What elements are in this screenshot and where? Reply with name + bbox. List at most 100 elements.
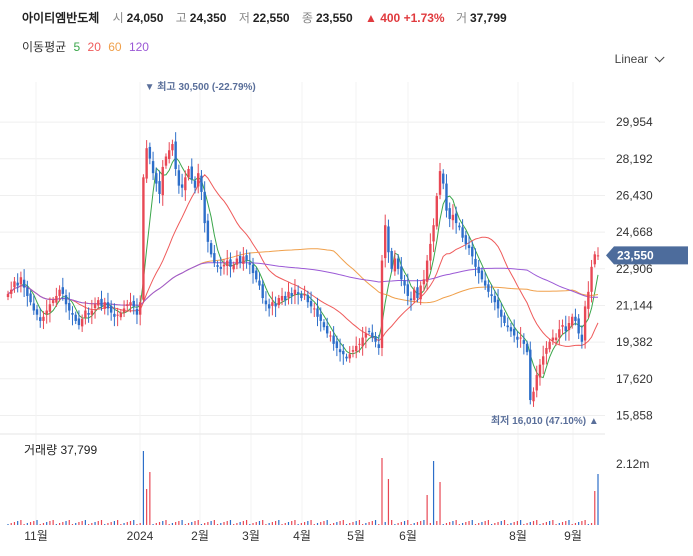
candle-body: [151, 161, 155, 174]
price-tick-label: 28,192: [616, 152, 653, 166]
volume-bar: [594, 491, 596, 525]
volume-bar: [333, 523, 335, 525]
volume-bar: [10, 523, 12, 525]
volume-bar: [432, 461, 435, 525]
vertical-grid-lines: [35, 82, 574, 525]
volume-bar: [155, 523, 157, 525]
candle-body: [577, 318, 580, 334]
volume-bar: [84, 520, 86, 525]
candle-body: [487, 284, 490, 292]
candle-body: [558, 329, 561, 338]
candle-body: [371, 332, 374, 338]
volume-bar: [200, 524, 203, 525]
candle-body: [284, 295, 287, 301]
candle-body: [58, 289, 61, 296]
candle-body: [287, 291, 290, 298]
volume-bar: [365, 523, 367, 525]
candle-body: [55, 295, 58, 303]
candle-body: [290, 293, 293, 296]
volume-bar: [187, 523, 190, 525]
volume-bar: [94, 522, 96, 525]
volume-bar: [17, 521, 19, 525]
candle-body: [32, 303, 35, 311]
candle-body: [500, 309, 503, 317]
candle-body: [313, 308, 316, 310]
candle-body: [258, 280, 261, 286]
candle-body: [409, 298, 413, 301]
volume-bar: [88, 524, 90, 525]
volume-bar: [574, 523, 577, 525]
volume-bar: [342, 520, 344, 525]
volume-bar: [587, 524, 589, 525]
volume-bar: [387, 479, 390, 525]
volume-bar: [526, 523, 528, 525]
price-tick-label: 29,954: [616, 115, 653, 129]
volume-bar: [503, 520, 506, 525]
volume-bar: [226, 521, 228, 525]
volume-bar: [449, 522, 451, 525]
candle-body: [155, 173, 158, 184]
time-tick-label: 9월: [564, 529, 582, 543]
volume-bar: [136, 524, 138, 525]
candle-body: [325, 325, 329, 334]
volume-bar: [52, 520, 54, 525]
volume-bar: [474, 524, 477, 525]
volume-bar: [500, 521, 502, 525]
volume-bar: [436, 521, 438, 525]
volume-bar: [229, 520, 232, 525]
moving-average-legend[interactable]: 이동평균 5 20 60 120: [22, 38, 153, 55]
candle-body: [432, 225, 435, 242]
volume-bar: [139, 523, 141, 525]
volume-bar: [439, 482, 441, 525]
volume-bar: [468, 521, 470, 525]
volume-bar: [68, 520, 70, 525]
time-tick-label: 2024: [127, 529, 154, 543]
volume-bar: [191, 522, 193, 525]
volume-bar: [146, 489, 148, 525]
volume-bar: [255, 522, 257, 525]
candle-body: [203, 191, 206, 224]
candle-body: [464, 235, 468, 244]
candle-body: [529, 349, 532, 401]
stock-name: 아이티엠반도체: [22, 11, 100, 25]
candle-body: [35, 309, 39, 315]
volume-bar: [162, 521, 164, 525]
candle-body: [242, 256, 245, 264]
high-label: 고: [175, 11, 187, 25]
volume-bar: [126, 522, 128, 525]
volume-bar: [368, 522, 370, 525]
candle-body: [561, 325, 564, 327]
candle-body: [477, 266, 480, 274]
volume-bar: [362, 524, 364, 525]
scale-mode-dropdown[interactable]: Linear: [615, 52, 665, 66]
volume-bar: [445, 523, 448, 525]
volume-bar: [39, 524, 41, 525]
candle-body: [429, 243, 432, 261]
candle-body: [106, 302, 110, 309]
price-tick-label: 19,382: [616, 335, 653, 349]
candle-body: [419, 285, 422, 300]
candle-body: [187, 169, 190, 178]
candle-body: [42, 316, 45, 321]
candle-body: [26, 287, 29, 296]
candle-body: [483, 280, 487, 286]
candle-body: [248, 263, 252, 265]
candle-body: [596, 255, 600, 257]
time-tick-label: 5월: [347, 529, 365, 543]
volume-bar: [545, 522, 548, 525]
candle-body: [74, 314, 77, 321]
candle-body: [351, 350, 355, 352]
volume-bar: [71, 524, 74, 525]
volume-axis-tick: 2.12m: [616, 457, 649, 471]
candle-body: [193, 180, 197, 188]
candle-body: [245, 255, 248, 261]
candle-body: [100, 298, 103, 307]
volume-bar: [465, 522, 467, 525]
time-tick-label: 3월: [242, 529, 260, 543]
candle-body: [109, 305, 113, 313]
candle-body: [87, 313, 90, 315]
candle-body: [451, 214, 455, 221]
volume-bar: [46, 522, 48, 525]
volume-bar: [168, 524, 170, 525]
